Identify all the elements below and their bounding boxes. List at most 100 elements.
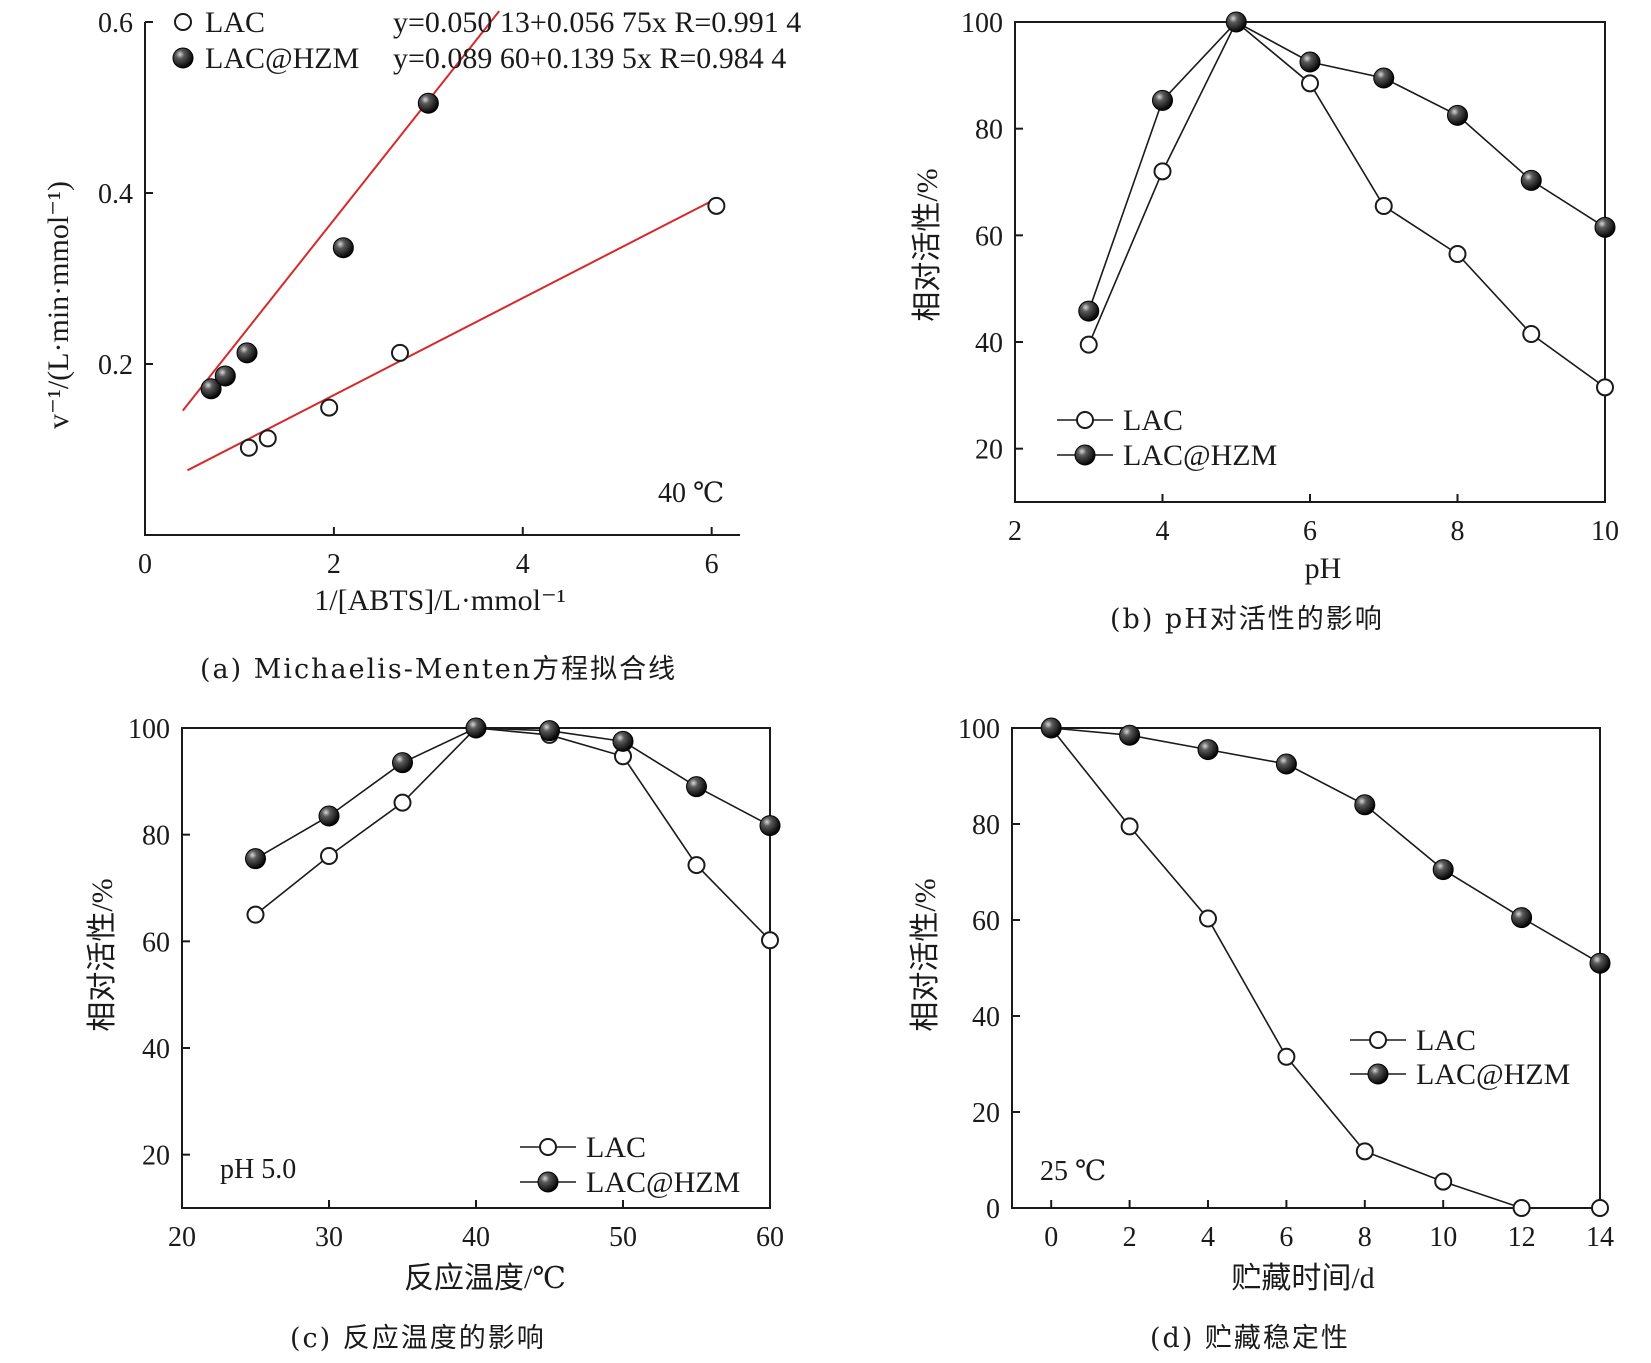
panel-d-y-axis-label: 相对活性/% [909, 878, 942, 1031]
panel-a-caption: (a) Michaelis-Menten方程拟合线 [200, 654, 677, 685]
panel-c-caption: (c) 反应温度的影响 [290, 1323, 546, 1354]
panel-d-y-tick-label: 40 [972, 1002, 1000, 1033]
panel-d-legend-label-lac-hzm: LAC@HZM [1416, 1058, 1570, 1091]
panel-a-series-lac-hzm-point [214, 365, 236, 387]
panel-c-x-axis-label: 反应温度/℃ [404, 1262, 566, 1295]
panel-a-series-lac-point [239, 438, 258, 457]
panel-c-axes-frame [181, 727, 771, 1209]
panel-b-x-tick-label: 10 [1591, 516, 1619, 547]
panel-c-series-lac-hzm-point [612, 730, 634, 752]
panel-c-legend-label-lac-hzm: LAC@HZM [586, 1166, 740, 1199]
panel-b-series-lac-hzm-line [1087, 21, 1606, 312]
panel-c-x-tick-label: 60 [756, 1222, 784, 1253]
panel-a-y-tick-label: 0.6 [98, 8, 133, 39]
panel-a-axes-frame [144, 22, 740, 536]
panel-a-x-axis-label: 1/[ABTS]/L·mmol⁻¹ [314, 584, 565, 617]
panel-c-series-lac-hzm-point [392, 752, 413, 774]
panel-b-legend-marker-lac-hzm [1074, 444, 1096, 466]
panel-c-series-lac-point [687, 856, 706, 875]
panel-d-plot-area: 0 2 4 6 8 10 12 14 0 20 40 60 80 100 [958, 714, 1614, 1253]
panel-b-series-lac-point [1448, 245, 1467, 263]
panel-a-legend-label-lac-hzm: LAC@HZM [205, 42, 359, 75]
panel-b-series-lac-hzm-point [1447, 104, 1468, 126]
panel-b-series-lac-point [1374, 197, 1393, 215]
panel-b-series-lac-hzm-point [1594, 216, 1616, 238]
panel-b-series-lac-hzm-point [1373, 67, 1395, 89]
panel-d-legend-marker-lac-hzm [1367, 1063, 1389, 1085]
panel-a-series-lac-hzm-fit-line [181, 10, 500, 412]
panel-b-x-axis-label: pH [1305, 552, 1342, 585]
panel-c-legend-marker-lac-hzm [537, 1171, 559, 1193]
panel-d-axes-frame [1011, 727, 1601, 1209]
panel-d-series-lac-hzm-point [1119, 724, 1141, 746]
panel-b-x-tick-label: 4 [1156, 516, 1170, 547]
panel-d-series-lac-line [1050, 727, 1600, 1209]
panel-d-y-tick-label: 100 [958, 714, 1000, 745]
panel-c-y-axis-label: 相对活性/% [86, 878, 119, 1031]
panel-b-y-tick-label: 100 [961, 8, 1003, 39]
panel-d-series-lac-hzm-point [1197, 739, 1219, 761]
panel-b-y-tick-label: 40 [975, 328, 1003, 359]
panel-c-y-tick-label: 60 [142, 927, 170, 958]
panel-b-series-lac-hzm-point [1520, 169, 1542, 191]
panel-d-x-tick-label: 4 [1201, 1222, 1215, 1253]
panel-b-series-lac-point [1153, 162, 1172, 181]
panel-b-y-tick-label: 20 [975, 435, 1003, 466]
panel-c-series-lac-hzm-point [465, 717, 487, 739]
panel-c-y-tick-label: 100 [128, 714, 170, 745]
panel-c-series-lac-hzm-point [245, 848, 266, 870]
panel-d-series-lac-hzm-point [1432, 859, 1454, 881]
panel-c-series-lac-point [393, 793, 412, 812]
panel-c-series-lac-point [246, 905, 265, 924]
panel-c-series-lac-hzm-point [539, 720, 560, 742]
panel-d-legend-marker-lac [1369, 1031, 1387, 1049]
panel-a-series-lac-hzm-point [200, 378, 222, 400]
panel-c-temperature-effect: 20 30 40 50 60 20 40 60 80 100 反应温度/℃ 相对活性/% pH 5… [86, 714, 784, 1354]
panel-a-legend-label-lac: LAC [205, 6, 265, 39]
panel-a-michaelis-menten: 0 2 4 6 0.2 0.4 0.6 1/[ABTS]/L·mmol⁻¹ v⁻¹/(L·m… [42, 6, 801, 685]
panel-d-x-tick-label: 2 [1123, 1222, 1137, 1253]
panel-b-legend-marker-lac [1076, 411, 1094, 429]
panel-d-series-lac-point [1591, 1199, 1609, 1217]
panel-a-x-tick-label: 6 [705, 549, 719, 580]
panel-c-x-tick-label: 20 [168, 1222, 196, 1253]
panel-b-series-lac-point [1596, 378, 1614, 397]
panel-a-y-tick-label: 0.4 [98, 179, 133, 210]
panel-b-y-tick-label: 60 [975, 221, 1003, 252]
panel-b-x-tick-label: 2 [1008, 516, 1022, 547]
panel-d-series-lac-hzm-point [1275, 753, 1297, 775]
panel-b-legend-label-lac-hzm: LAC@HZM [1123, 439, 1277, 472]
panel-b-series-lac-hzm-point [1225, 11, 1247, 33]
panel-d-x-tick-label: 0 [1044, 1222, 1058, 1253]
panel-b-series-lac-hzm-point [1299, 51, 1321, 73]
panel-b-legend-label-lac: LAC [1123, 404, 1183, 437]
panel-d-caption: (d) 贮藏稳定性 [1150, 1323, 1350, 1354]
panel-c-legend-label-lac: LAC [586, 1131, 646, 1164]
panel-c-y-tick-label: 80 [142, 821, 170, 852]
panel-d-x-tick-label: 10 [1429, 1222, 1457, 1253]
panel-a-series-lac-point [258, 429, 277, 448]
panel-d-x-tick-label: 12 [1508, 1222, 1536, 1253]
panel-d-x-tick-label: 6 [1279, 1222, 1293, 1253]
panel-b-series-lac-point [1079, 335, 1098, 354]
panel-b-series-lac-hzm-point [1152, 89, 1173, 111]
panel-c-plot-area: 20 30 40 50 60 20 40 60 80 100 [128, 714, 784, 1253]
panel-c-series-lac-point [761, 931, 779, 950]
panel-a-x-tick-label: 2 [327, 549, 341, 580]
panel-a-series-lac-fit-line [187, 197, 717, 472]
panel-d-legend: LAC LAC@HZM [1350, 1024, 1570, 1091]
panel-a-series-lac-hzm-point [417, 92, 439, 114]
panel-a-series-lac-hzm-point [332, 237, 354, 259]
panel-b-legend: LAC LAC@HZM [1057, 404, 1277, 472]
panel-d-y-tick-label: 60 [972, 906, 1000, 937]
panel-b-y-axis-label: 相对活性/% [911, 168, 944, 321]
panel-a-temperature-annotation: 40 ℃ [658, 478, 724, 509]
panel-d-series-lac-point [1512, 1199, 1531, 1217]
panel-c-series-lac-hzm-point [686, 776, 707, 798]
panel-d-series-lac-hzm-point [1511, 907, 1533, 929]
panel-c-x-tick-label: 40 [462, 1222, 490, 1253]
panel-b-caption: (b) pH对活性的影响 [1110, 604, 1384, 635]
panel-b-plot-area: 2 4 6 8 10 20 40 60 80 100 [961, 8, 1619, 547]
